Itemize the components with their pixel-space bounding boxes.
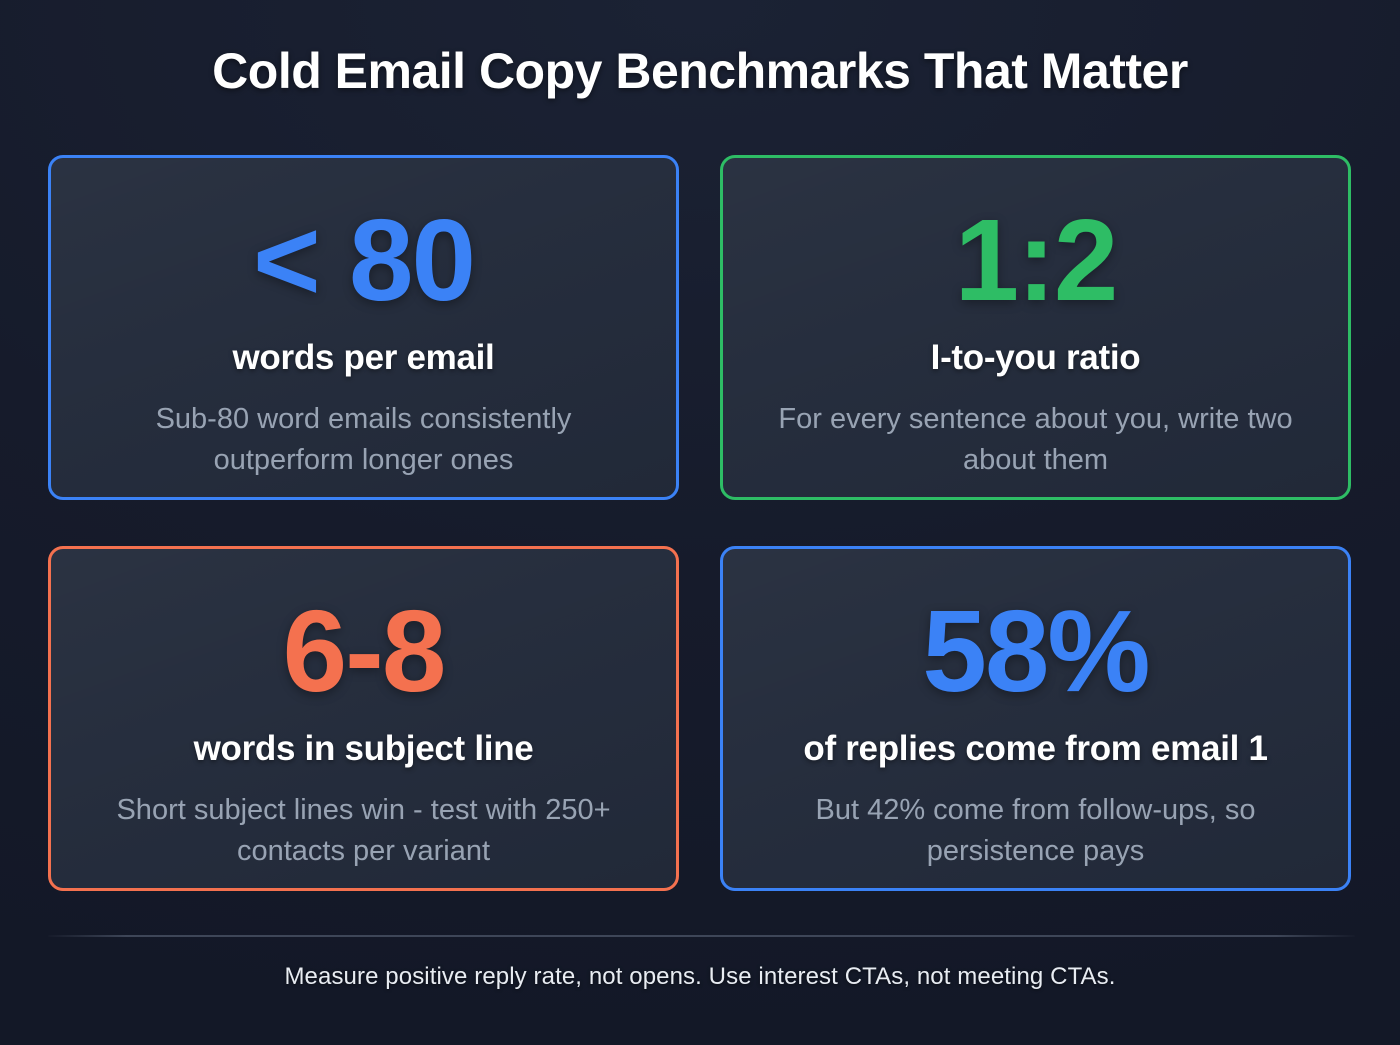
footer-divider	[48, 935, 1355, 937]
footer-note: Measure positive reply rate, not opens. …	[284, 963, 1116, 990]
benchmark-card-subject-line-words: 6-8 words in subject line Short subject …	[48, 546, 679, 891]
benchmark-label: words per email	[232, 338, 495, 377]
benchmark-value: 6-8	[282, 586, 447, 716]
benchmark-description: For every sentence about you, write two …	[778, 403, 1293, 477]
benchmark-card-replies-from-email-1: 58% of replies come from email 1 But 42%…	[720, 546, 1351, 891]
benchmark-label: of replies come from email 1	[803, 729, 1268, 768]
benchmark-description: Short subject lines win - test with 250+…	[116, 794, 611, 868]
benchmark-value: < 80	[253, 195, 476, 325]
benchmark-value: 58%	[922, 586, 1150, 716]
benchmark-label: I-to-you ratio	[930, 338, 1141, 377]
benchmark-card-i-to-you-ratio: 1:2 I-to-you ratio For every sentence ab…	[720, 155, 1351, 500]
benchmark-card-words-per-email: < 80 words per email Sub-80 word emails …	[48, 155, 679, 500]
benchmark-label: words in subject line	[193, 729, 534, 768]
benchmark-card-grid: < 80 words per email Sub-80 word emails …	[48, 155, 1351, 891]
benchmark-value: 1:2	[954, 195, 1119, 325]
benchmark-description: But 42% come from follow-ups, so persist…	[815, 794, 1256, 868]
benchmark-description: Sub-80 word emails consistently outperfo…	[155, 403, 572, 477]
page-title: Cold Email Copy Benchmarks That Matter	[212, 43, 1188, 99]
